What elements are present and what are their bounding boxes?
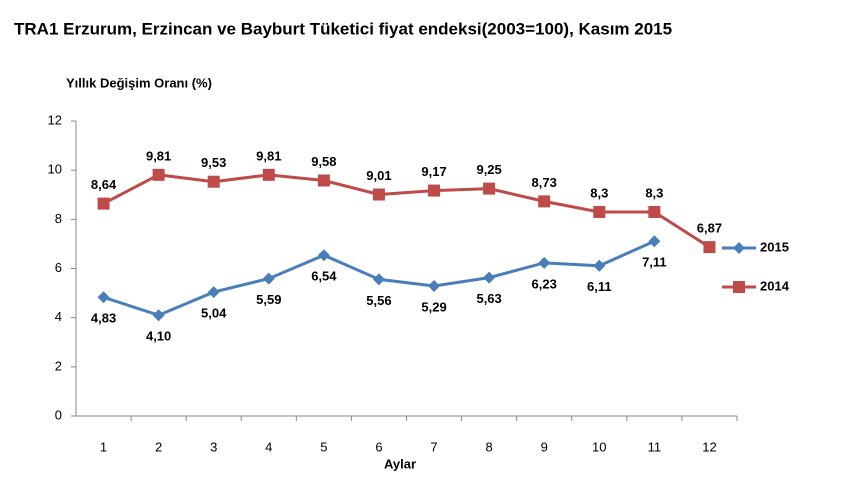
marker xyxy=(648,205,661,218)
y-tick-label: 8 xyxy=(55,211,62,226)
marker xyxy=(97,197,110,210)
marker xyxy=(733,281,745,293)
data-label: 6,11 xyxy=(587,279,612,294)
x-tick-label: 10 xyxy=(592,439,606,454)
data-label: 5,56 xyxy=(366,293,391,308)
data-label: 5,59 xyxy=(256,292,281,307)
data-label: 9,58 xyxy=(311,154,336,169)
data-label: 8,3 xyxy=(645,185,663,200)
marker xyxy=(733,242,745,254)
marker xyxy=(152,309,165,322)
x-axis-title: Aylar xyxy=(384,456,416,471)
data-label: 7,11 xyxy=(642,255,667,270)
data-label: 5,04 xyxy=(201,306,227,321)
x-tick-label: 3 xyxy=(210,439,217,454)
x-tick-label: 2 xyxy=(155,439,162,454)
data-label: 5,29 xyxy=(421,299,446,314)
y-tick-label: 6 xyxy=(55,260,62,275)
y-tick-label: 12 xyxy=(48,112,62,127)
marker xyxy=(97,291,110,304)
x-tick-label: 5 xyxy=(320,439,327,454)
data-label: 9,01 xyxy=(366,168,391,183)
y-tick-label: 10 xyxy=(48,162,62,177)
data-label: 9,81 xyxy=(146,148,171,163)
marker xyxy=(428,279,441,292)
marker xyxy=(703,241,716,254)
x-tick-label: 11 xyxy=(648,439,662,454)
marker xyxy=(372,273,385,286)
marker xyxy=(593,205,606,218)
marker xyxy=(593,259,606,272)
x-tick-label: 8 xyxy=(486,439,493,454)
data-label: 8,64 xyxy=(91,177,117,192)
legend-label: 2014 xyxy=(760,278,790,293)
marker xyxy=(152,168,165,181)
marker xyxy=(207,286,220,299)
chart-title: TRA1 Erzurum, Erzincan ve Bayburt Tüketi… xyxy=(14,19,672,38)
data-label: 6,54 xyxy=(311,269,337,284)
x-tick-label: 12 xyxy=(702,439,716,454)
data-label: 6,23 xyxy=(532,276,557,291)
x-tick-label: 4 xyxy=(265,439,272,454)
y-tick-label: 0 xyxy=(55,407,62,422)
marker xyxy=(317,249,330,262)
series-line xyxy=(102,173,711,249)
data-label: 9,25 xyxy=(476,162,501,177)
marker xyxy=(428,184,441,197)
marker xyxy=(262,168,275,181)
marker xyxy=(372,188,385,201)
marker xyxy=(648,235,661,248)
x-tick-label: 9 xyxy=(541,439,548,454)
marker xyxy=(317,174,330,187)
data-label: 8,73 xyxy=(532,175,557,190)
data-label: 4,83 xyxy=(91,311,116,326)
data-label: 6,87 xyxy=(697,221,722,236)
x-tick-label: 6 xyxy=(375,439,382,454)
x-tick-label: 1 xyxy=(100,439,107,454)
data-label: 8,3 xyxy=(590,185,608,200)
x-tick-label: 7 xyxy=(430,439,437,454)
data-label: 5,63 xyxy=(476,291,501,306)
marker xyxy=(262,272,275,285)
marker xyxy=(483,271,496,284)
data-label: 9,17 xyxy=(421,164,446,179)
marker xyxy=(483,182,496,195)
data-label: 4,10 xyxy=(146,329,171,344)
marker xyxy=(538,256,551,269)
data-label: 9,53 xyxy=(201,155,226,170)
legend-label: 2015 xyxy=(760,239,789,254)
marker xyxy=(538,195,551,208)
y-tick-label: 2 xyxy=(55,358,62,373)
y-axis-title: Yıllık Değişim Oranı (%) xyxy=(66,75,212,90)
y-tick-label: 4 xyxy=(55,309,62,324)
marker xyxy=(207,175,220,188)
data-label: 9,81 xyxy=(256,148,281,163)
